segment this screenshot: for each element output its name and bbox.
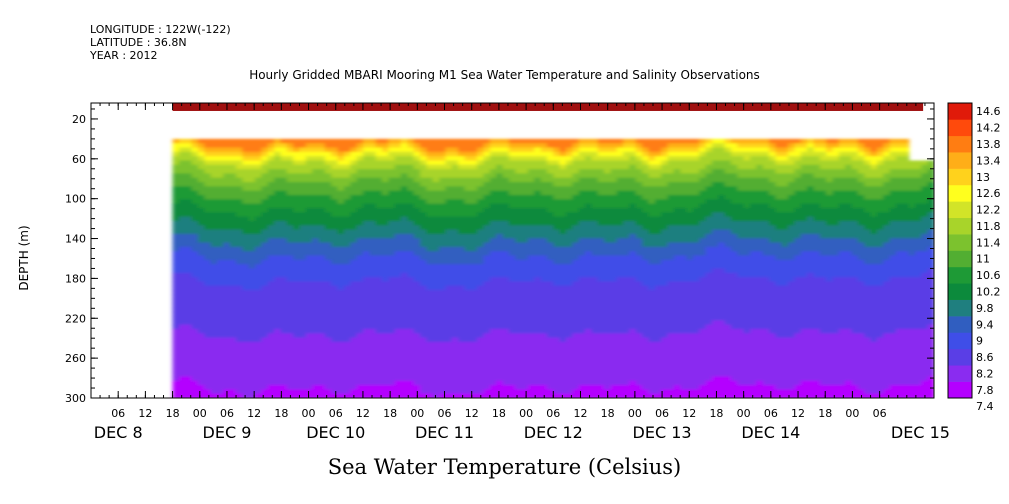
x-tick-label: 18 — [383, 407, 397, 420]
colorbar-swatch — [948, 135, 972, 153]
colorbar-label: 14.2 — [976, 122, 1001, 135]
colorbar-label: 7.4 — [976, 400, 994, 413]
x-tick-label: 00 — [628, 407, 642, 420]
colorbar-label: 7.8 — [976, 384, 994, 397]
x-tick-label: 12 — [465, 407, 479, 420]
colorbar-swatch — [948, 365, 972, 382]
colorbar-swatch — [948, 103, 972, 120]
year-label: YEAR : 2012 — [90, 49, 158, 62]
colorbar-swatch — [948, 217, 972, 235]
x-tick-label: 18 — [709, 407, 723, 420]
colorbar-swatch — [948, 381, 972, 399]
x-day-label: DEC 14 — [741, 423, 800, 442]
colorbar-label: 13.8 — [976, 138, 1001, 151]
colorbar-swatch — [948, 316, 972, 333]
x-tick-label: 18 — [274, 407, 288, 420]
y-tick-label: 60 — [72, 153, 86, 166]
colorbar-swatch — [948, 283, 972, 300]
x-tick-label: 06 — [220, 407, 234, 420]
colorbar-label: 11 — [976, 253, 990, 266]
colorbar-swatch — [948, 234, 972, 251]
x-tick-label: 00 — [845, 407, 859, 420]
longitude-label: LONGITUDE : 122W(-122) — [90, 23, 231, 36]
colorbar-label: 11.4 — [976, 236, 1001, 249]
colorbar-label: 12.2 — [976, 204, 1001, 217]
chart-title: Hourly Gridded MBARI Mooring M1 Sea Wate… — [249, 68, 760, 82]
colorbar-label: 13.4 — [976, 154, 1001, 167]
x-tick-label: 06 — [655, 407, 669, 420]
x-axis-label: Sea Water Temperature (Celsius) — [327, 455, 682, 479]
x-tick-label: 06 — [546, 407, 560, 420]
x-tick-label: 06 — [873, 407, 887, 420]
colorbar-label: 8.6 — [976, 351, 994, 364]
y-tick-label: 20 — [72, 113, 86, 126]
x-day-label: DEC 12 — [524, 423, 583, 442]
x-tick-label: 00 — [193, 407, 207, 420]
x-day-label: DEC 9 — [203, 423, 252, 442]
y-tick-label: 100 — [65, 193, 86, 206]
colorbar-label: 9 — [976, 335, 983, 348]
x-tick-label: 12 — [247, 407, 261, 420]
plot-axes: 20 60 100 140 180 220 260 300 06 12 18 00 06 12 18 00 06… — [65, 102, 950, 442]
y-tick-label: 180 — [65, 272, 86, 285]
x-tick-label: 12 — [791, 407, 805, 420]
x-day-label: DEC 10 — [306, 423, 365, 442]
x-tick-label: 00 — [302, 407, 316, 420]
x-tick-label: 12 — [138, 407, 152, 420]
colorbar-swatch — [948, 332, 972, 350]
x-tick-label: 00 — [519, 407, 533, 420]
y-tick-label: 300 — [65, 392, 86, 405]
colorbar-swatch — [948, 250, 972, 268]
colorbar-frame — [947, 102, 973, 399]
x-day-label: DEC 8 — [94, 423, 143, 442]
colorbar-swatch — [948, 184, 972, 202]
colorbar-label: 9.4 — [976, 318, 994, 331]
colorbar-swatch — [948, 266, 972, 284]
colorbar-swatch — [948, 119, 972, 137]
x-tick-label: 18 — [818, 407, 832, 420]
colorbar-label: 8.2 — [976, 367, 994, 380]
x-tick-label: 00 — [737, 407, 751, 420]
colorbar-label: 12.6 — [976, 187, 1001, 200]
colorbar-label: 14.6 — [976, 105, 1001, 118]
y-tick-label: 220 — [65, 312, 86, 325]
x-tick-label: 00 — [410, 407, 424, 420]
x-tick-label: 06 — [329, 407, 343, 420]
x-tick-label: 12 — [573, 407, 587, 420]
x-tick-label: 18 — [492, 407, 506, 420]
x-tick-label: 06 — [438, 407, 452, 420]
x-tick-label: 18 — [166, 407, 180, 420]
plot-frame — [90, 102, 935, 399]
colorbar-label: 11.8 — [976, 220, 1001, 233]
heatmap-field — [172, 103, 934, 398]
x-tick-label: 12 — [356, 407, 370, 420]
x-day-label: DEC 13 — [633, 423, 692, 442]
x-tick-label: 06 — [111, 407, 125, 420]
colorbar-swatch — [948, 201, 972, 219]
x-tick-label: 12 — [682, 407, 696, 420]
x-tick-label: 18 — [601, 407, 615, 420]
colorbar: 14.6 14.2 13.8 13.4 13 12.6 12.2 11.8 11.4 11 10.6… — [947, 102, 1001, 413]
colorbar-swatch — [948, 299, 972, 317]
colorbar-label: 10.6 — [976, 269, 1001, 282]
x-tick-label: 06 — [764, 407, 778, 420]
latitude-label: LATITUDE : 36.8N — [90, 36, 187, 49]
colorbar-label: 10.2 — [976, 286, 1001, 299]
y-tick-label: 260 — [65, 352, 86, 365]
x-day-label: DEC 11 — [415, 423, 474, 442]
colorbar-label: 9.8 — [976, 302, 994, 315]
colorbar-swatch — [948, 348, 972, 366]
colorbar-swatch — [948, 152, 972, 169]
colorbar-swatch — [948, 168, 972, 186]
y-tick-label: 140 — [65, 233, 86, 246]
x-day-label: DEC 15 — [891, 423, 950, 442]
colorbar-label: 13 — [976, 171, 990, 184]
